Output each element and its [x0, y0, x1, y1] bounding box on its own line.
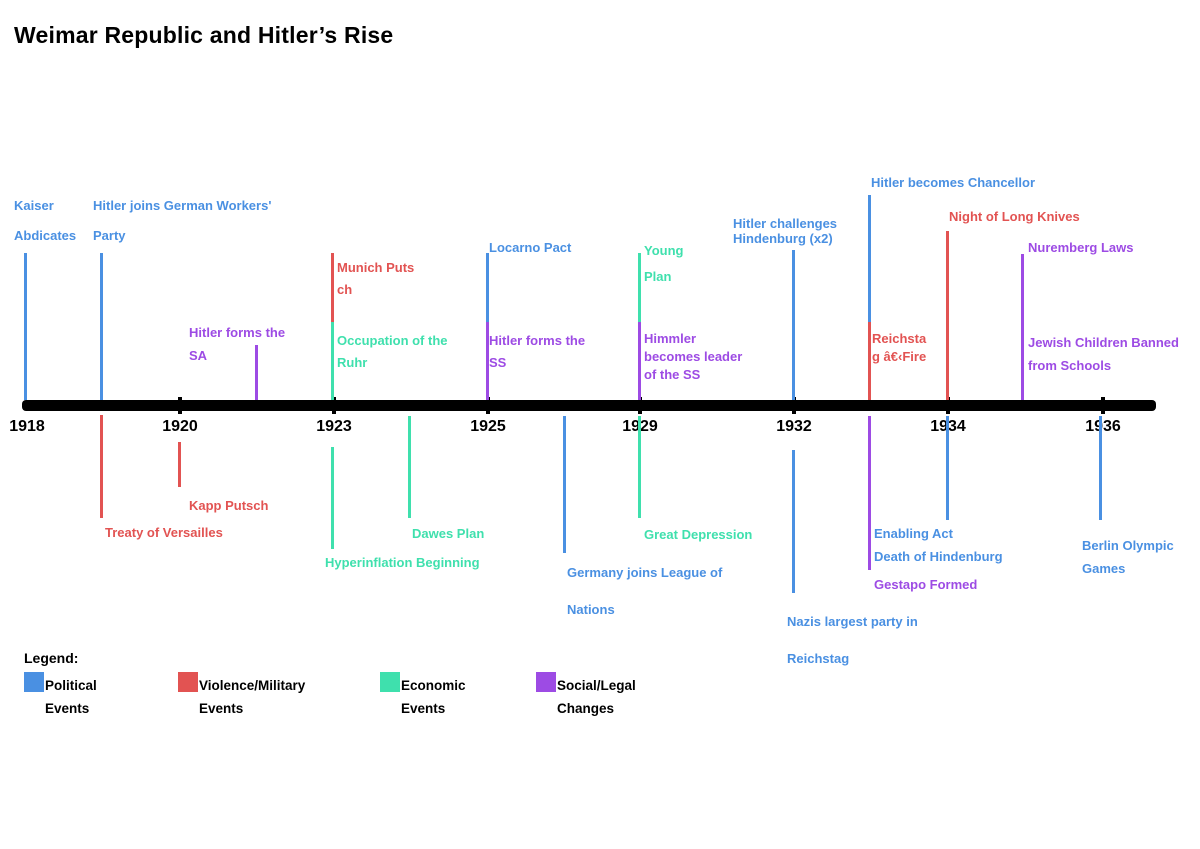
event-label-germany-joins-league-of-nations: Germany joins League of Nations: [567, 565, 723, 617]
timeline-axis-bar: [22, 400, 1156, 411]
year-tick-1920: [178, 397, 182, 414]
event-label-himmler-becomes-leader-of-the-ss: Himmler becomes leader of the SS: [644, 331, 743, 382]
event-line-nazis-largest-party-in-reichstag: [792, 450, 795, 593]
year-label-1925: 1925: [470, 418, 506, 435]
event-line-locarno-pact: [486, 253, 489, 322]
year-tick-1936: [1101, 397, 1105, 414]
legend-label-social: Social/Legal Changes: [557, 678, 636, 716]
legend-heading: Legend:: [24, 650, 79, 666]
event-label-great-depression: Great Depression: [644, 527, 753, 542]
event-label-berlin-olympic-games: Berlin Olympic Games: [1082, 538, 1174, 576]
event-label-treaty-of-versailles: Treaty of Versailles: [105, 525, 223, 540]
legend-swatch-political: [24, 672, 44, 692]
event-line-treaty-of-versailles: [100, 415, 103, 518]
legend-label-economic: Economic Events: [401, 678, 466, 716]
event-label-hyperinflation-beginning: Hyperinflation Beginning: [325, 555, 480, 570]
event-label-reichstag-fire: Reichsta g â€‹Fire: [872, 331, 927, 364]
event-line-hitler-forms-the-sa: [255, 345, 258, 400]
event-label-hitler-forms-the-sa: Hitler forms the SA: [189, 325, 286, 363]
event-label-gestapo-formed: Gestapo Formed: [874, 577, 978, 592]
event-label-nazis-largest-party-in-reichstag: Nazis largest party in Reichstag: [787, 614, 918, 666]
year-label-1923: 1923: [316, 418, 352, 435]
legend-swatch-economic: [380, 672, 400, 692]
event-line-great-depression: [638, 416, 641, 518]
event-line-kapp-putsch: [178, 442, 181, 487]
event-line-germany-joins-league-of-nations: [563, 416, 566, 553]
year-tick-1934: [946, 397, 950, 414]
year-tick-1932: [792, 397, 796, 414]
event-label-night-of-long-knives: Night of Long Knives: [949, 209, 1080, 224]
legend-swatch-violence: [178, 672, 198, 692]
event-label-kapp-putsch: Kapp Putsch: [189, 498, 269, 513]
event-line-death-of-hindenburg: [946, 416, 949, 520]
event-line-gestapo-formed: [868, 416, 871, 570]
event-line-nuremberg-laws: [1021, 254, 1024, 400]
year-tick-1929: [638, 397, 642, 414]
event-line-hitler-challenges-hindenburg: [792, 250, 795, 400]
event-line-hitler-forms-the-ss: [486, 322, 489, 400]
event-label-hitler-challenges-hindenburg: Hitler challenges Hindenburg (x2): [733, 216, 838, 246]
event-label-hitler-joins-german-workers-party: Hitler joins German Workers' Party: [93, 198, 272, 243]
event-label-locarno-pact: Locarno Pact: [489, 240, 572, 255]
year-tick-1925: [486, 397, 490, 414]
year-label-1920: 1920: [162, 418, 198, 435]
event-line-hyperinflation-beginning: [331, 447, 334, 549]
event-label-dawes-plan: Dawes Plan: [412, 526, 485, 541]
event-line-munich-putsch: [331, 253, 334, 322]
event-line-kaiser-abdicates: [24, 253, 27, 400]
event-line-night-of-long-knives: [946, 231, 949, 400]
event-label-occupation-of-the-ruhr: Occupation of the Ruhr: [337, 333, 448, 370]
event-label-death-of-hindenburg: Death of Hindenburg: [874, 549, 1003, 564]
event-label-hitler-becomes-chancellor: Hitler becomes Chancellor: [871, 175, 1035, 190]
event-line-occupation-of-the-ruhr: [331, 322, 334, 400]
event-label-munich-putsch: Munich Puts ch: [337, 260, 415, 297]
event-label-enabling-act: Enabling Act: [874, 526, 953, 541]
legend-label-political: Political Events: [45, 678, 97, 716]
legend-label-violence: Violence/Military Events: [199, 678, 306, 716]
year-tick-1923: [332, 397, 336, 414]
year-label-1936: 1936: [1085, 418, 1121, 435]
event-line-hitler-becomes-chancellor: [868, 195, 871, 322]
legend-swatch-social: [536, 672, 556, 692]
event-label-hitler-forms-the-ss: Hitler forms the SS: [489, 333, 586, 370]
event-label-young-plan: Young Plan: [644, 243, 684, 284]
event-line-young-plan: [638, 253, 641, 322]
event-line-berlin-olympic-games: [1099, 416, 1102, 520]
year-label-1932: 1932: [776, 418, 812, 435]
year-label-1918: 1918: [9, 418, 45, 435]
event-label-nuremberg-laws: Nuremberg Laws: [1028, 240, 1134, 255]
page-title: Weimar Republic and Hitler’s Rise: [14, 22, 394, 48]
event-label-kaiser-abdicates: Kaiser Abdicates: [14, 198, 77, 243]
event-line-himmler-becomes-leader-of-the-ss: [638, 322, 641, 400]
event-line-dawes-plan: [408, 416, 411, 518]
event-label-jewish-children-banned-from-schools: Jewish Children Banned from Schools: [1028, 335, 1179, 373]
event-line-hitler-joins-german-workers-party: [100, 253, 103, 400]
event-line-reichstag-fire: [868, 322, 871, 400]
